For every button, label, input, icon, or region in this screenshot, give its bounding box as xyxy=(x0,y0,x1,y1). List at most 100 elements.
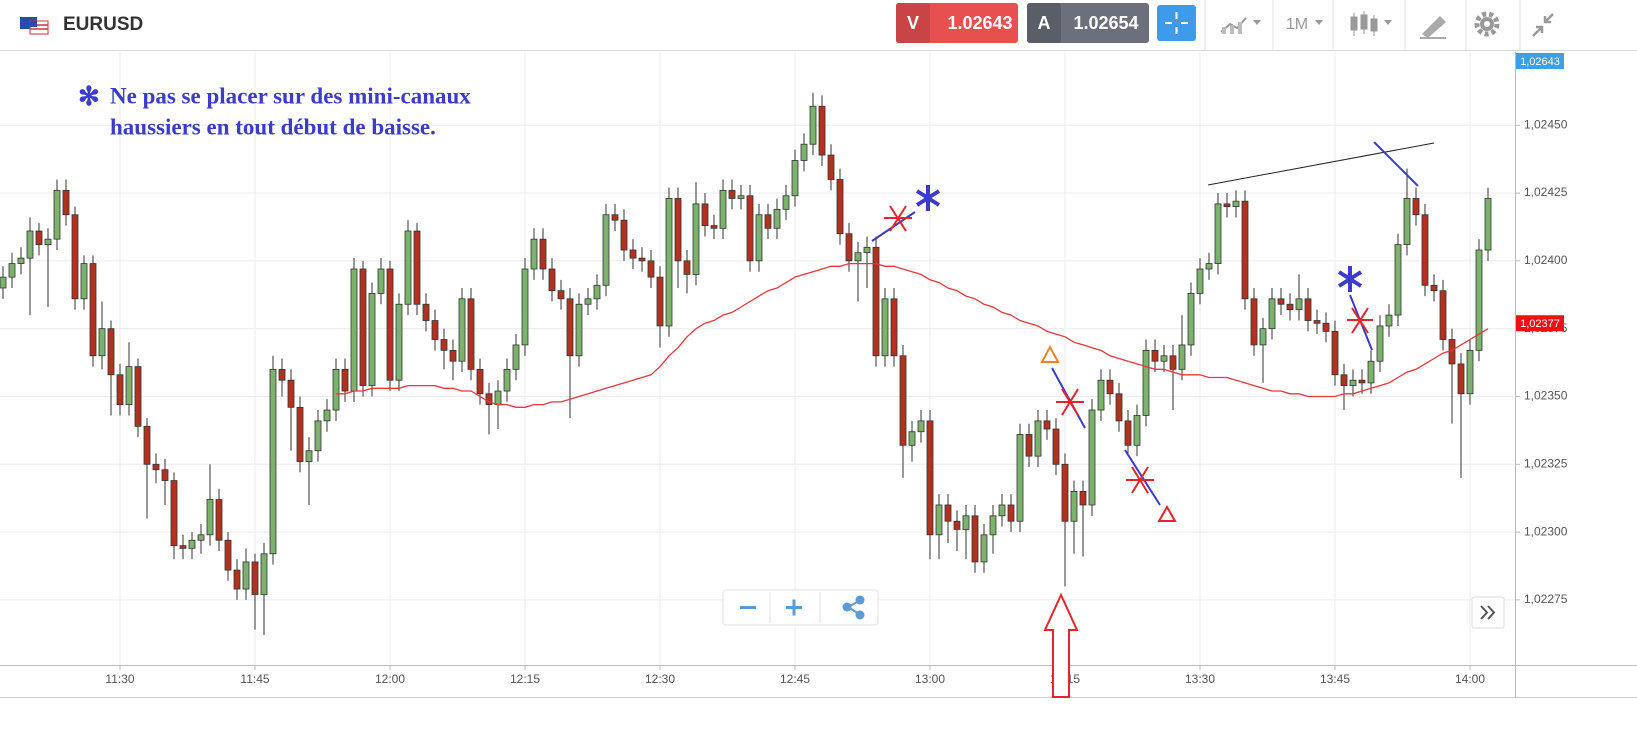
candle-body-up xyxy=(1295,298,1303,311)
candle-body-up xyxy=(602,214,610,286)
plot-area xyxy=(0,52,1515,665)
timeframe: 1M xyxy=(1286,16,1308,33)
sell-label: V xyxy=(907,13,919,33)
candle-body-up xyxy=(998,504,1006,517)
candle-body-up xyxy=(377,268,385,294)
candle-body-down xyxy=(899,355,907,446)
candle-body-up xyxy=(1367,360,1375,384)
x-tick-label: 12:15 xyxy=(510,672,540,686)
x-tick-label: 13:30 xyxy=(1185,672,1215,686)
candle-body-up xyxy=(1484,198,1492,251)
candle-body-down xyxy=(1250,298,1258,346)
candle-body-down xyxy=(1061,463,1069,522)
candle-body-up xyxy=(980,534,988,563)
candle-body-up xyxy=(593,284,601,300)
candle-body-up xyxy=(530,238,538,270)
candle-body-down xyxy=(179,545,187,549)
share-button[interactable] xyxy=(842,595,865,620)
candle-body-up xyxy=(719,189,727,229)
candle-body-down xyxy=(1007,504,1015,522)
crosshair-button[interactable] xyxy=(1157,5,1196,41)
x-tick-label: 13:00 xyxy=(915,672,945,686)
candle-body-up xyxy=(584,298,592,305)
drawings xyxy=(871,141,1435,698)
candle-body-up xyxy=(1133,415,1141,446)
candle-body-down xyxy=(62,189,70,216)
candle-body-up xyxy=(98,328,106,357)
x-tick-label: 12:45 xyxy=(780,672,810,686)
drawing-tool-button[interactable] xyxy=(1420,16,1446,39)
moving-average-line xyxy=(336,262,1489,408)
candle-body-down xyxy=(1340,374,1348,387)
candle-body-up xyxy=(962,515,970,530)
candle-body-up xyxy=(1403,198,1411,245)
candle-body-down xyxy=(422,303,430,321)
candle-body-up xyxy=(494,390,502,406)
y-tick-label: 1,02275 xyxy=(1524,592,1568,606)
candle-style-button[interactable] xyxy=(1350,11,1392,36)
candle-body-up xyxy=(8,263,16,278)
candle-body-up xyxy=(1394,244,1402,316)
candle-body-down xyxy=(431,320,439,340)
candle-body-down xyxy=(278,368,286,381)
candle-body-down xyxy=(836,179,844,235)
candle-body-up xyxy=(260,553,268,595)
candle-body-up xyxy=(521,268,529,346)
cross-mark xyxy=(1056,388,1084,416)
candle-body-down xyxy=(170,480,178,547)
candle-body-down xyxy=(764,214,772,229)
candle-body-down xyxy=(89,263,97,357)
candle-body-down xyxy=(1169,355,1177,370)
sell-button[interactable]: V 1.02643 xyxy=(896,3,1018,43)
candle-body-down xyxy=(476,368,484,395)
candle-body-down xyxy=(1331,330,1339,376)
grid xyxy=(0,52,1515,665)
candle-body-up xyxy=(332,368,340,411)
candle-body-down xyxy=(1421,214,1429,286)
candle-body-down xyxy=(1430,284,1438,292)
candle-body-down xyxy=(386,268,394,381)
candle-body-down xyxy=(467,298,475,370)
candle-body-up xyxy=(665,198,673,327)
candle-body-down xyxy=(1241,200,1249,300)
candle-body-up xyxy=(1259,328,1267,346)
candle-body-down xyxy=(1457,363,1465,395)
candle-body-down xyxy=(818,105,826,156)
chart-type-button[interactable] xyxy=(1220,17,1261,34)
candle-body-down xyxy=(116,374,124,406)
scroll-end-button[interactable] xyxy=(1471,596,1505,629)
buy-button[interactable]: A 1.02654 xyxy=(1027,3,1149,43)
candle-body-down xyxy=(1277,298,1285,305)
candle-body-up xyxy=(908,431,916,446)
candle-body-down xyxy=(1304,298,1312,321)
candle-body-up xyxy=(305,450,313,462)
candle-body-down xyxy=(890,298,898,357)
collapse-button[interactable] xyxy=(1532,13,1554,37)
candle-body-up xyxy=(1214,203,1222,264)
cross-mark xyxy=(884,205,912,232)
candle-body-up xyxy=(1160,355,1168,362)
candle-body-down xyxy=(683,260,691,275)
timeframe-button[interactable]: 1M xyxy=(1286,16,1323,33)
candle-body-down xyxy=(629,249,637,259)
zoom-controls xyxy=(722,589,879,626)
cross-mark xyxy=(1126,466,1154,494)
candle-body-down xyxy=(485,393,493,406)
candle-body-down xyxy=(1358,379,1366,384)
candle-body-down xyxy=(728,189,736,199)
candle-body-up xyxy=(881,298,889,357)
candle-body-down xyxy=(152,463,160,471)
settings-button[interactable] xyxy=(1474,11,1500,37)
flag-icon xyxy=(20,17,49,35)
asterisk-mark xyxy=(915,185,941,211)
candle-body-down xyxy=(1286,303,1294,311)
zoom-in-button[interactable] xyxy=(786,599,802,616)
candle-body-down xyxy=(71,214,79,300)
candle-body-up xyxy=(917,420,925,433)
candle-body-down xyxy=(1079,491,1087,506)
y-tick-label: 1,02400 xyxy=(1524,253,1568,267)
candle-body-down xyxy=(674,198,682,262)
candle-body-down xyxy=(1124,420,1132,446)
candle-body-up xyxy=(197,534,205,541)
candle-body-up xyxy=(1232,200,1240,208)
